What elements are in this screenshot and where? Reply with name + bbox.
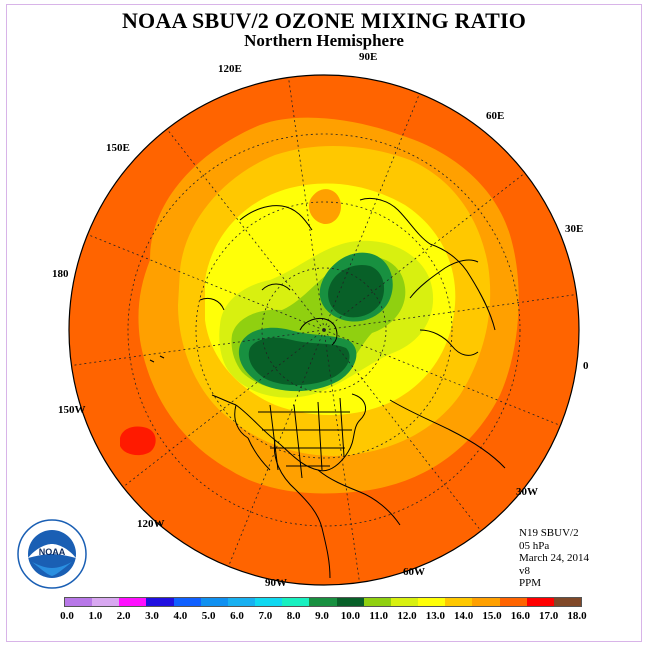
colorbar-segment <box>553 598 581 606</box>
map-title: NOAA SBUV/2 OZONE MIXING RATIO <box>121 8 527 33</box>
colorbar-tick-label: 18.0 <box>567 610 587 622</box>
figure-frame <box>6 4 642 642</box>
lon-label-120e: 120E <box>218 63 242 75</box>
colorbar-segment <box>146 598 174 606</box>
colorbar-segment <box>336 598 364 606</box>
colorbar-segment <box>227 598 256 606</box>
ozone-field <box>69 75 579 585</box>
colorbar-segment <box>309 598 337 606</box>
colorbar-segment <box>92 598 120 606</box>
lon-label-150e: 150E <box>106 142 130 154</box>
colorbar-segment <box>65 598 93 606</box>
colorbar-tick-label: 15.0 <box>482 610 502 622</box>
colorbar-tick-label: 9.0 <box>315 610 329 622</box>
lon-label-120w: 120W <box>137 518 165 530</box>
colorbar-tick-label: 6.0 <box>230 610 244 622</box>
colorbar-segment <box>173 598 201 606</box>
date-label: March 24, 2014 <box>519 552 589 564</box>
instrument-label: N19 SBUV/2 <box>519 527 579 539</box>
colorbar-tick-label: 5.0 <box>201 610 216 622</box>
map-subtitle: Northern Hemisphere <box>244 31 404 50</box>
pressure-level-label: 05 hPa <box>519 539 550 552</box>
coastlines <box>149 197 506 579</box>
version-label: v8 <box>519 564 530 577</box>
colorbar-tick-label: 10.0 <box>340 610 360 622</box>
lon-label-150w: 150W <box>58 404 86 416</box>
noaa-logo-text: NOAA <box>39 547 66 557</box>
lon-label-90e: 90E <box>359 51 378 63</box>
colorbar-tick-label: 11.0 <box>369 610 388 622</box>
colorbar-ticks: 0.0 1.0 2.0 3.0 4.0 5.0 6.0 7.0 8.0 9.0 10.0 11.0 12… <box>0 610 648 624</box>
colorbar-segment <box>418 598 446 606</box>
colorbar-tick-label: 14.0 <box>454 610 474 622</box>
colorbar-tick-label: 17.0 <box>539 610 559 622</box>
lon-label-0: 0 <box>583 360 589 372</box>
colorbar-segment <box>282 598 310 606</box>
lon-label-30w: 30W <box>516 486 538 498</box>
lon-label-30e: 30E <box>565 223 584 235</box>
colorbar-tick-label: 16.0 <box>510 610 530 622</box>
info-block: N19 SBUV/2 05 hPa March 24, 2014 v8 PPM <box>519 527 589 590</box>
colorbar-tick-label: 13.0 <box>425 610 445 622</box>
colorbar-tick-label: 12.0 <box>397 610 417 622</box>
lon-label-60w: 60W <box>403 566 425 578</box>
colorbar-tick-label: 8.0 <box>286 610 301 622</box>
core-siberia <box>328 264 385 318</box>
map-boundary <box>68 74 580 586</box>
colorbar-segment <box>363 598 391 606</box>
lon-label-60e: 60E <box>486 110 505 122</box>
tongue-14-15 <box>308 189 342 225</box>
colorbar-tick-label: 4.0 <box>173 610 188 622</box>
colorbar-segment <box>472 598 500 606</box>
colorbar-segment <box>255 598 283 606</box>
colorbar-segment <box>200 598 228 606</box>
noaa-logo: NOAA <box>17 519 87 589</box>
colorbar-segment <box>390 598 419 606</box>
colorbar-tick-label: 0.0 <box>60 610 74 622</box>
colorbar-segment <box>499 598 527 606</box>
colorbar <box>64 597 582 607</box>
colorbar-tick-label: 1.0 <box>88 610 103 622</box>
lon-label-180: 180 <box>52 268 69 280</box>
lon-label-90w: 90W <box>265 577 287 589</box>
colorbar-tick-label: 3.0 <box>145 610 159 622</box>
colorbar-segment <box>526 598 554 606</box>
units-label: PPM <box>519 577 542 589</box>
patch-16-17 <box>120 426 156 456</box>
core-canada <box>248 337 350 386</box>
colorbar-segment <box>119 598 147 606</box>
colorbar-tick-label: 7.0 <box>258 610 273 622</box>
latitude-circles <box>127 133 521 527</box>
colorbar-segment <box>445 598 473 606</box>
colorbar-tick-label: 2.0 <box>116 610 131 622</box>
